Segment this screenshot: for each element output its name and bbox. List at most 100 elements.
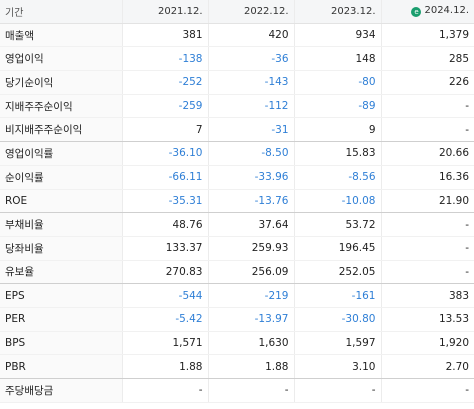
table-cell: -161 — [294, 283, 382, 308]
table-cell: -13.76 — [208, 189, 295, 214]
table-cell: 259.93 — [208, 236, 295, 261]
table-cell: 13.53 — [381, 307, 474, 332]
table-cell: 226 — [381, 70, 474, 95]
table-cell: - — [381, 94, 474, 119]
table-cell: -544 — [122, 283, 209, 308]
table-cell: 53.72 — [294, 212, 382, 237]
table-row: EPS -544 -219 -161 383 — [0, 283, 474, 308]
table-cell: 381 — [122, 23, 209, 48]
table-cell: 270.83 — [122, 260, 209, 285]
period-header-label: 기간 — [0, 0, 123, 24]
table-cell: -5.42 — [122, 307, 209, 332]
row-label: 주당배당금 — [0, 378, 123, 403]
table-cell: 1,379 — [381, 23, 474, 48]
table-cell: -13.97 — [208, 307, 295, 332]
table-cell: 133.37 — [122, 236, 209, 261]
row-label: EPS — [0, 283, 123, 308]
table-cell: 2.70 — [381, 354, 474, 379]
row-label: 당좌비율 — [0, 236, 123, 261]
table-cell: 7 — [122, 117, 209, 143]
row-label: 매출액 — [0, 23, 123, 48]
header-row: 기간 2021.12. 2022.12. 2023.12. e 2024.12. — [0, 0, 474, 24]
table-row: BPS 1,571 1,630 1,597 1,920 — [0, 331, 474, 356]
table-cell: 1.88 — [208, 354, 295, 379]
row-label: ROE — [0, 189, 123, 214]
table-row: 매출액 381 420 934 1,379 — [0, 23, 474, 48]
row-label: 순이익률 — [0, 165, 123, 190]
row-label: 영업이익률 — [0, 141, 123, 166]
table-cell: -143 — [208, 70, 295, 95]
row-label: 비지배주주순이익 — [0, 117, 123, 143]
table-row: 지배주주순이익 -259 -112 -89- — [0, 94, 474, 119]
table-cell: 934 — [294, 23, 382, 48]
table-cell: - — [294, 378, 382, 403]
period-header-2023: 2023.12. — [294, 0, 382, 24]
table-cell: -8.50 — [208, 141, 295, 166]
table-row: PBR 1.88 1.88 3.10 2.70 — [0, 354, 474, 379]
table-cell: 1,920 — [381, 331, 474, 356]
period-header-2024: e 2024.12. — [381, 0, 474, 24]
table-cell: 285 — [381, 46, 474, 72]
table-cell: 16.36 — [381, 165, 474, 190]
table-body: 매출액 381 420 934 1,379 영업이익 -138 -36 148 285 당기순이익 -… — [0, 23, 474, 403]
table-cell: 383 — [381, 283, 474, 308]
table-row: 주당배당금 - - - - — [0, 378, 474, 403]
table-cell: -35.31 — [122, 189, 209, 214]
table-cell: - — [381, 378, 474, 403]
table-cell: 3.10 — [294, 354, 382, 379]
table-cell: 256.09 — [208, 260, 295, 285]
table-cell: - — [381, 260, 474, 285]
table-cell: 1,630 — [208, 331, 295, 356]
table-header: 기간 2021.12. 2022.12. 2023.12. e 2024.12. — [0, 0, 474, 24]
table-cell: 1,597 — [294, 331, 382, 356]
table-cell: -31 — [208, 117, 295, 143]
table-cell: -80 — [294, 70, 382, 95]
table-cell: 420 — [208, 23, 295, 48]
table-cell: -36 — [208, 46, 295, 72]
table-cell: - — [208, 378, 295, 403]
table-cell: -10.08 — [294, 189, 382, 214]
table-cell: -66.11 — [122, 165, 209, 190]
table-cell: - — [381, 236, 474, 261]
table-cell: 148 — [294, 46, 382, 72]
period-header-2022: 2022.12. — [208, 0, 295, 24]
table-row: 비지배주주순이익 7 -31 9- — [0, 117, 474, 143]
table-row: ROE -35.31 -13.76 -10.08 21.90 — [0, 189, 474, 214]
table-cell: - — [381, 117, 474, 143]
table-cell: -112 — [208, 94, 295, 119]
table-row: 순이익률 -66.11 -33.96 -8.56 16.36 — [0, 165, 474, 190]
table-cell: 20.66 — [381, 141, 474, 166]
table-cell: 48.76 — [122, 212, 209, 237]
table-cell: 9 — [294, 117, 382, 143]
table-cell: -30.80 — [294, 307, 382, 332]
row-label: 당기순이익 — [0, 70, 123, 95]
table-cell: 1.88 — [122, 354, 209, 379]
table-row: PER -5.42 -13.97 -30.80 13.53 — [0, 307, 474, 332]
row-label: 지배주주순이익 — [0, 94, 123, 119]
row-label: PBR — [0, 354, 123, 379]
table-cell: -8.56 — [294, 165, 382, 190]
table-cell: -33.96 — [208, 165, 295, 190]
row-label: 부채비율 — [0, 212, 123, 237]
table-cell: -138 — [122, 46, 209, 72]
row-label: PER — [0, 307, 123, 332]
table-cell: 1,571 — [122, 331, 209, 356]
table-row: 유보율 270.83 256.09 252.05- — [0, 260, 474, 285]
table-cell: 37.64 — [208, 212, 295, 237]
period-header-2021: 2021.12. — [122, 0, 209, 24]
estimate-icon: e — [411, 7, 422, 18]
table-cell: -252 — [122, 70, 209, 95]
table-cell: -36.10 — [122, 141, 209, 166]
table-row: 부채비율 48.76 37.64 53.72- — [0, 212, 474, 237]
table-cell: - — [122, 378, 209, 403]
table-row: 당좌비율 133.37 259.93 196.45- — [0, 236, 474, 261]
table-row: 당기순이익 -252 -143 -80 226 — [0, 70, 474, 95]
table-cell: 196.45 — [294, 236, 382, 261]
table-row: 영업이익 -138 -36 148 285 — [0, 46, 474, 72]
table-row: 영업이익률 -36.10 -8.50 15.83 20.66 — [0, 141, 474, 166]
row-label: 영업이익 — [0, 46, 123, 72]
row-label: 유보율 — [0, 260, 123, 285]
period-header-2024-label: 2024.12. — [424, 5, 469, 17]
table-cell: 15.83 — [294, 141, 382, 166]
